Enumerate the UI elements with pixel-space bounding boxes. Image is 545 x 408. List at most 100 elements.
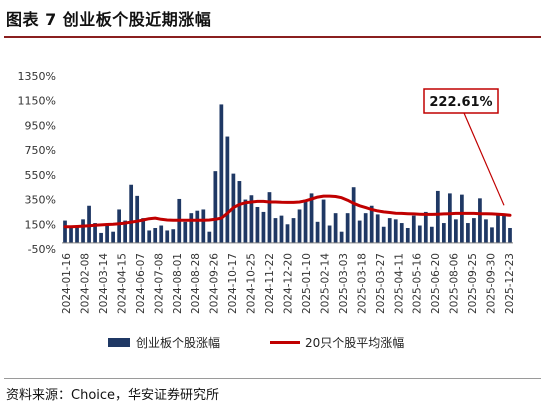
bar (393, 219, 398, 243)
bar (375, 214, 380, 243)
bar (213, 171, 218, 243)
y-tick-label: -50% (28, 243, 56, 256)
bar (441, 223, 446, 243)
x-tick-label: 2024-11-22 (264, 253, 276, 314)
bar (249, 195, 254, 243)
x-tick-label: 2024-01-16 (61, 253, 73, 314)
bar (159, 225, 164, 243)
bar (285, 224, 290, 243)
bar (472, 218, 476, 243)
bar (105, 225, 109, 243)
bar (423, 211, 428, 243)
title-divider (4, 36, 541, 38)
bar (369, 205, 374, 243)
legend-swatch-bar (108, 338, 130, 347)
bar (447, 193, 452, 243)
bar (261, 211, 266, 243)
bar (502, 214, 506, 243)
y-tick-label: 750% (25, 144, 56, 157)
x-tick-label: 2025-03-27 (375, 253, 387, 314)
callout-annotation: 222.61% (423, 88, 505, 206)
bar (147, 230, 152, 243)
legend-label-line: 20只个股平均涨幅 (305, 335, 404, 350)
bar (417, 225, 422, 243)
bar (99, 232, 103, 243)
bar (357, 220, 362, 243)
bar (351, 187, 356, 243)
bar (490, 227, 494, 243)
bar (243, 199, 248, 243)
x-tick-label: 2025-01-10 (301, 253, 313, 314)
bar (165, 230, 170, 243)
bar (411, 215, 416, 243)
bar (321, 199, 326, 243)
bar (123, 220, 128, 243)
bar (87, 205, 91, 243)
bar (333, 213, 338, 243)
bar (225, 136, 230, 243)
bar (405, 227, 410, 243)
x-tick-label: 2025-04-11 (393, 253, 405, 314)
x-axis: 2024-01-16 2024-02-08 2024-03-14 2024-04-15… (61, 253, 516, 314)
x-tick-label: 2025-05-16 (412, 253, 424, 314)
bar (75, 226, 79, 243)
x-tick-label: 2024-10-17 (227, 253, 239, 314)
bar (129, 184, 134, 243)
bar-series (63, 104, 512, 243)
y-tick-label: 550% (25, 169, 56, 182)
callout-label: 222.61% (429, 95, 492, 110)
bar (387, 218, 392, 243)
bar (309, 193, 314, 243)
callout-box (423, 88, 499, 114)
bar (454, 219, 458, 243)
bar (111, 231, 115, 243)
x-tick-label: 2025-09-25 (467, 253, 479, 314)
legend-label-bar: 创业板个股涨幅 (136, 335, 220, 350)
x-tick-label: 2025-06-20 (430, 253, 442, 314)
bar (399, 223, 404, 243)
y-tick-label: 1350% (18, 70, 56, 83)
bar (339, 231, 344, 243)
bar (153, 227, 158, 243)
legend: 创业板个股涨幅 20只个股平均涨幅 (108, 335, 404, 350)
callout-leader (463, 112, 505, 206)
bar (195, 210, 200, 243)
average-line (63, 194, 512, 229)
bar (429, 226, 434, 243)
x-tick-label: 2024-08-01 (172, 253, 184, 314)
bar (315, 221, 320, 243)
bar (207, 231, 212, 243)
bar (219, 104, 224, 243)
x-tick-label: 2025-08-06 (449, 253, 461, 314)
bar (363, 213, 368, 243)
bar (297, 209, 302, 243)
x-tick-label: 2024-12-20 (283, 253, 295, 314)
x-tick-label: 2024-10-25 (246, 253, 258, 314)
bar (141, 218, 146, 243)
x-tick-label: 2024-08-28 (190, 253, 202, 314)
y-tick-label: 150% (25, 218, 56, 231)
bar (327, 225, 332, 243)
bar (484, 219, 488, 243)
bar (63, 220, 67, 243)
bar-line-chart: -50% 150% 350% 550% 750% 950% 1150% 1350% 2024-… (18, 70, 516, 350)
source-divider (4, 378, 541, 379)
x-tick-label: 2025-09-30 (486, 253, 498, 314)
bar (291, 218, 296, 243)
bar (69, 227, 73, 243)
bar (345, 213, 350, 243)
bar (460, 194, 464, 243)
y-tick-label: 1150% (18, 95, 56, 108)
bar (466, 223, 470, 243)
x-tick-label: 2025-02-14 (319, 253, 331, 314)
x-tick-label: 2025-03-03 (338, 253, 350, 314)
bar (267, 192, 272, 243)
y-axis: -50% 150% 350% 550% 750% 950% 1150% 1350% (18, 70, 56, 256)
bar (279, 215, 284, 243)
bar (381, 226, 386, 243)
x-tick-label: 2024-03-14 (98, 253, 110, 314)
bar (255, 206, 260, 243)
bar (81, 219, 85, 243)
source-note: 资料来源：Choice，华安证券研究所 (6, 388, 220, 403)
x-tick-label: 2024-04-15 (116, 253, 128, 314)
